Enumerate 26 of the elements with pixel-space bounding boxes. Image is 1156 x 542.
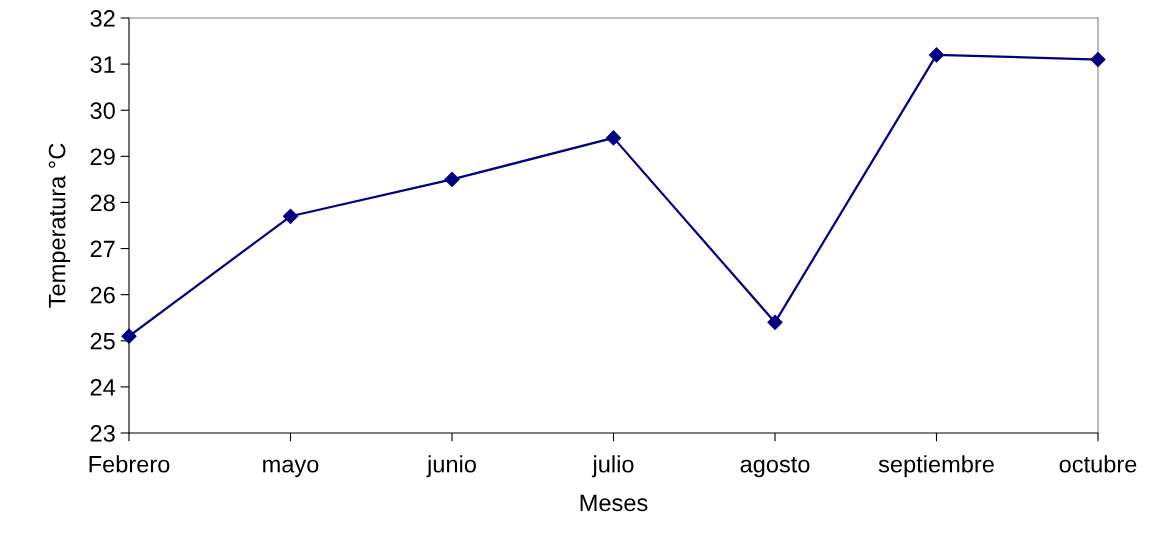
- y-tick-label: 28: [90, 194, 115, 212]
- y-tick-label: 26: [90, 286, 115, 304]
- y-tick-label: 25: [90, 332, 115, 350]
- y-tick-label: 27: [90, 240, 115, 258]
- y-tick-label: 29: [90, 148, 115, 166]
- x-tick-label: junio: [426, 455, 476, 478]
- y-tick-label: 31: [90, 56, 115, 73]
- x-tick-label: septiembre: [878, 455, 994, 478]
- x-tick-label: Febrero: [89, 455, 170, 473]
- point: [928, 47, 945, 63]
- point: [282, 208, 299, 224]
- point: [767, 314, 783, 330]
- point: [605, 130, 622, 146]
- point: [121, 328, 137, 344]
- point: [1090, 51, 1106, 68]
- y-tick-label: 24: [90, 378, 116, 396]
- y-tick-label: 23: [90, 425, 115, 442]
- point: [444, 171, 460, 187]
- x-tick-label: julio: [591, 455, 634, 478]
- x-axis-title: Meses: [580, 494, 648, 512]
- x-tick-label: mayo: [263, 459, 319, 478]
- x-tick-label: agosto: [740, 457, 810, 478]
- y-axis-title: Temperatura °C: [48, 143, 71, 308]
- x-tick-label: octubre: [1059, 455, 1137, 473]
- y-tick-label: 30: [90, 102, 115, 120]
- y-tick-label: 32: [90, 10, 115, 27]
